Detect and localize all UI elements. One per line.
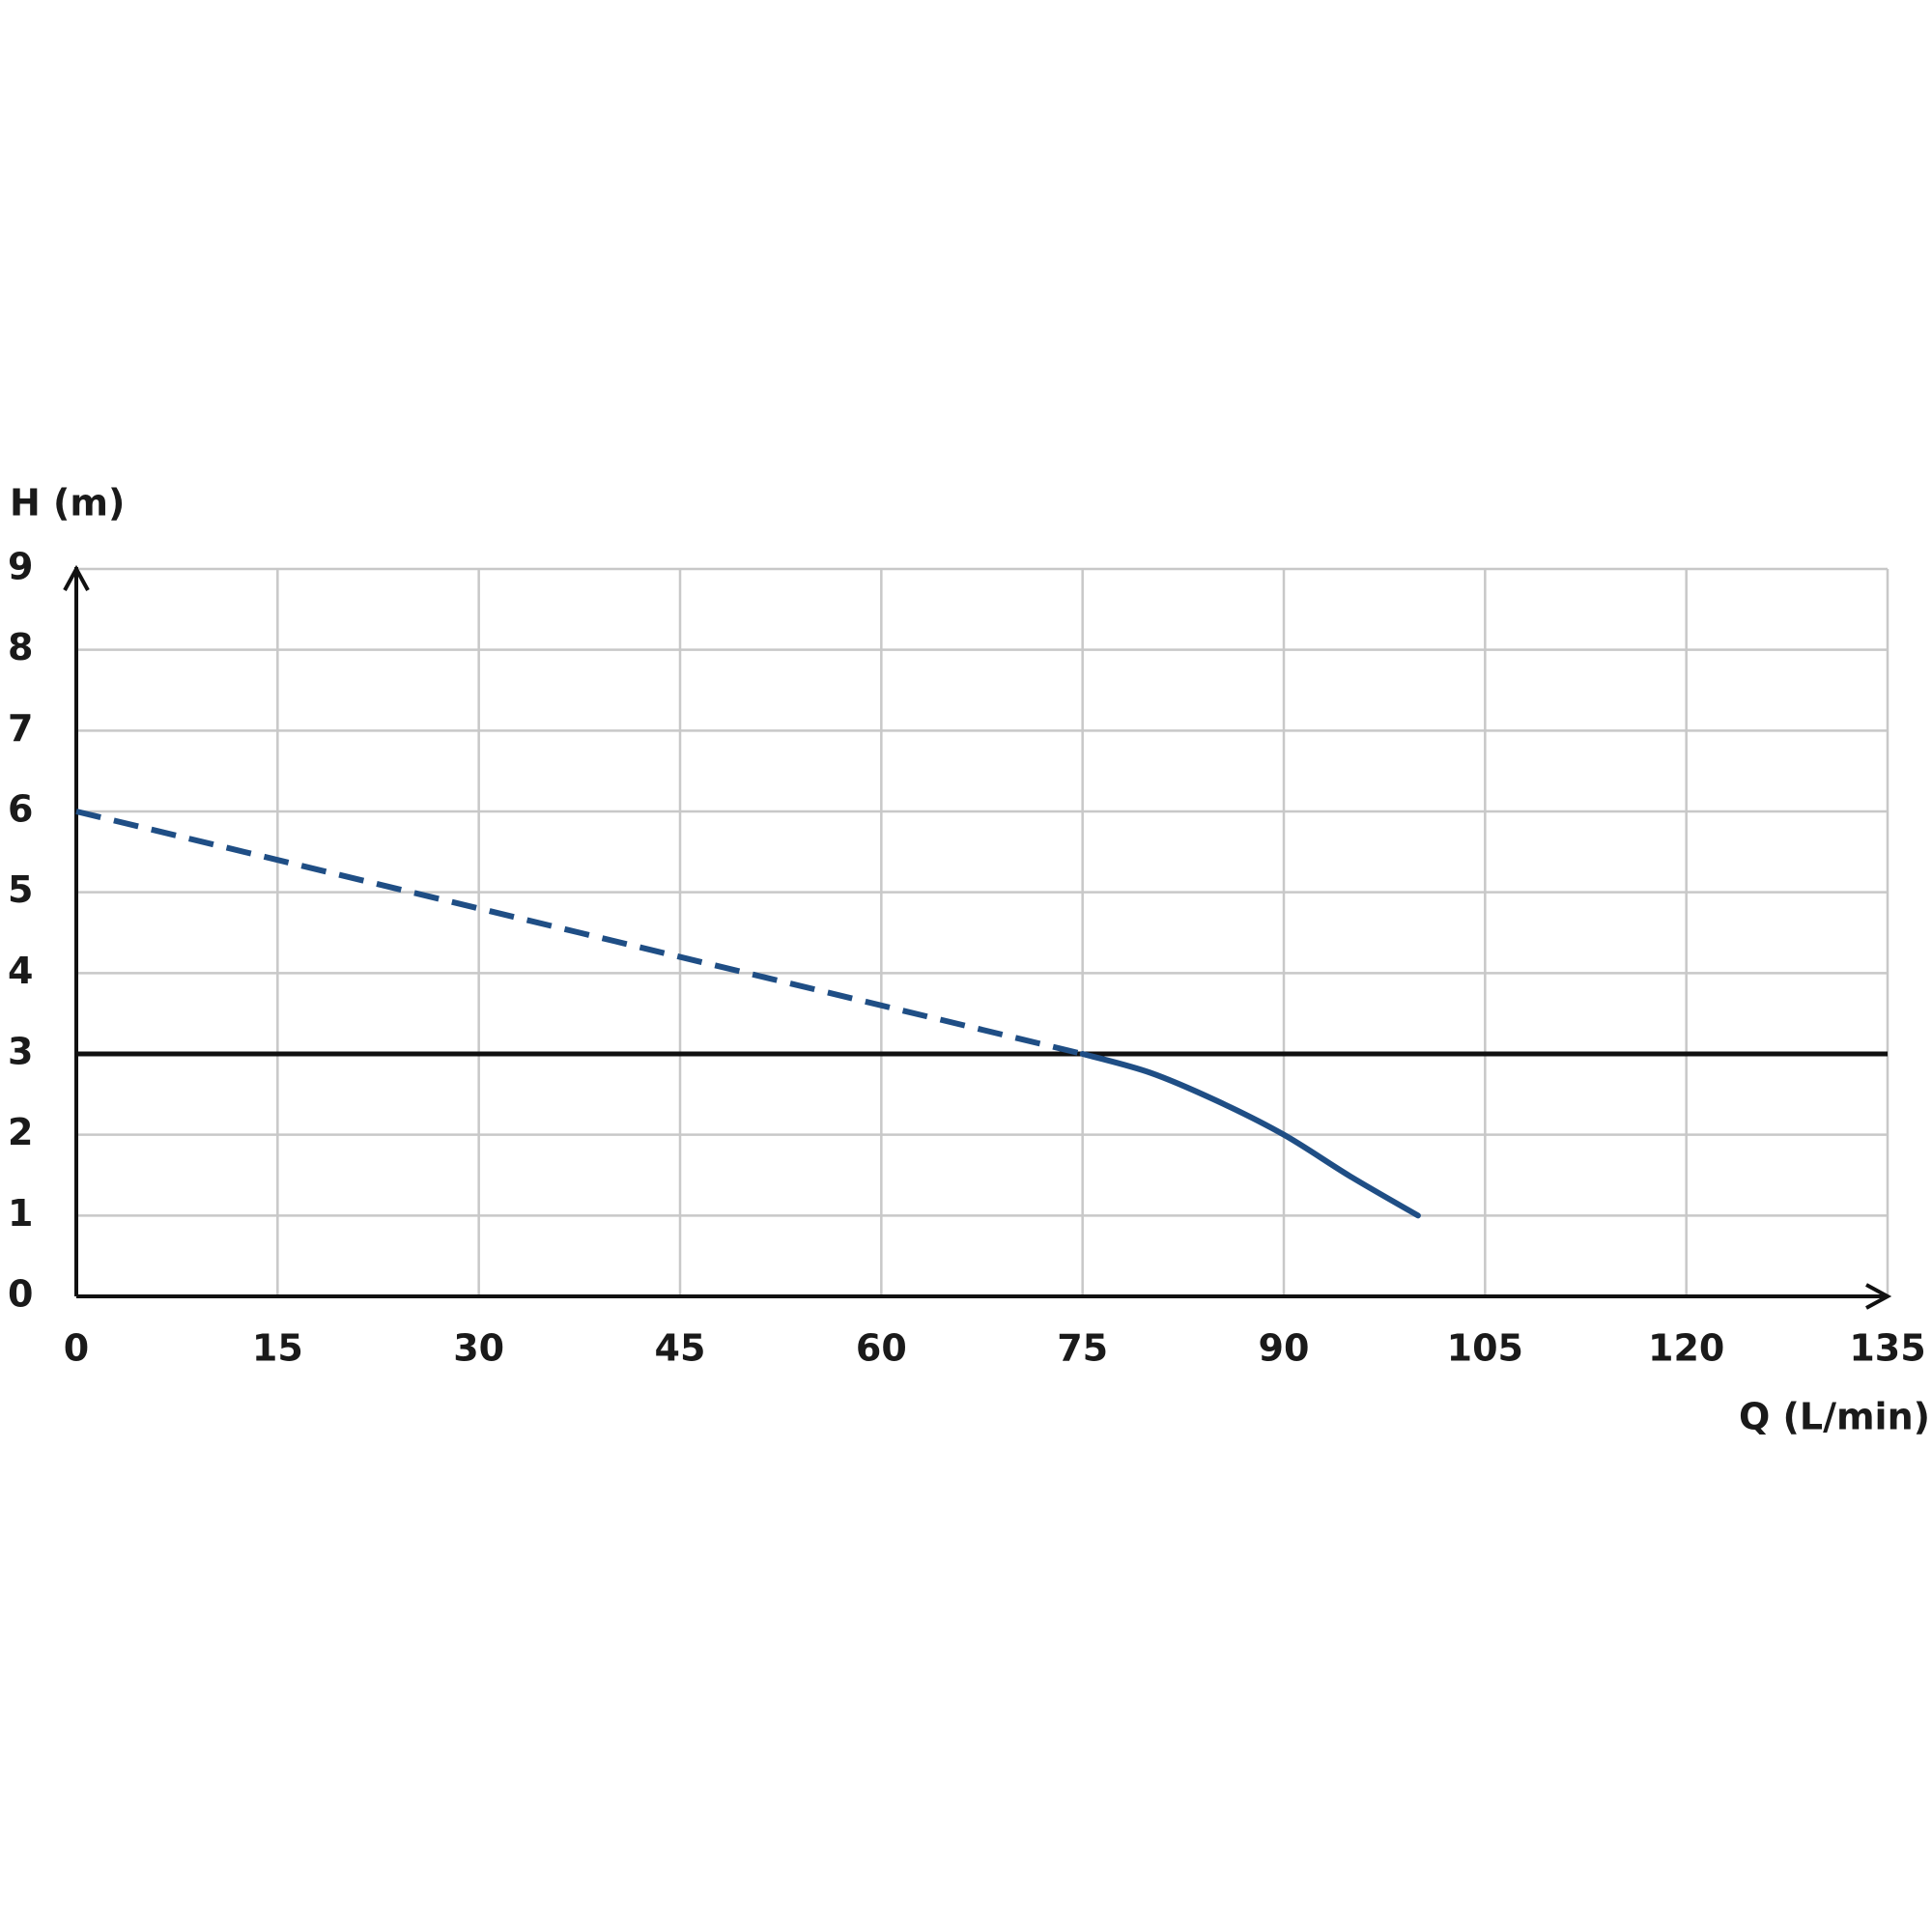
x-tick-label: 105 xyxy=(1447,1327,1523,1370)
x-tick-label: 135 xyxy=(1849,1327,1925,1370)
x-tick-label: 0 xyxy=(64,1327,89,1370)
x-tick-label: 60 xyxy=(856,1327,907,1370)
y-tick-label: 5 xyxy=(8,868,33,911)
y-tick-label: 9 xyxy=(8,546,33,588)
y-tick-label: 1 xyxy=(8,1192,33,1235)
curve xyxy=(75,809,1084,1057)
curve xyxy=(1079,1051,1421,1219)
y-axis-arrow xyxy=(63,564,90,591)
x-tick-label: 120 xyxy=(1648,1327,1724,1370)
y-tick-label: 6 xyxy=(8,788,33,831)
x-tick-label: 90 xyxy=(1259,1327,1310,1370)
x-tick-label: 75 xyxy=(1057,1327,1108,1370)
x-tick-label: 45 xyxy=(655,1327,706,1370)
x-axis-label: Q (L/min) xyxy=(1739,1396,1930,1438)
y-tick-label: 8 xyxy=(8,626,33,668)
x-tick-label: 15 xyxy=(252,1327,303,1370)
x-axis-arrow xyxy=(1865,1283,1892,1310)
y-tick-label: 2 xyxy=(8,1111,33,1153)
y-axis-label: H (m) xyxy=(10,482,125,525)
y-tick-label: 7 xyxy=(8,707,33,750)
x-tick-label: 30 xyxy=(453,1327,504,1370)
y-tick-label: 0 xyxy=(8,1273,33,1316)
y-tick-label: 3 xyxy=(8,1031,33,1073)
y-tick-label: 4 xyxy=(8,950,33,992)
